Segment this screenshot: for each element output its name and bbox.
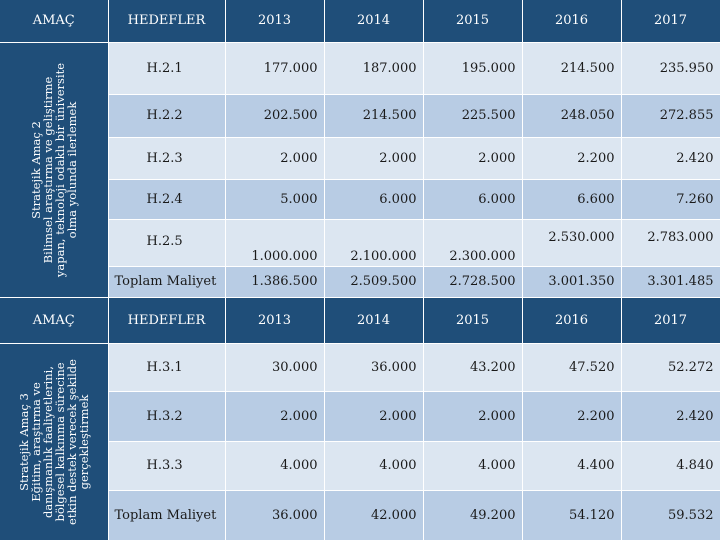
cost-cell: 6.000 — [324, 179, 424, 220]
cost-cell: 4.000 — [324, 441, 424, 491]
cost-cell: 235.950 — [621, 42, 720, 95]
strategic-goal-2-text: Stratejik Amaç 2 Bilimsel araştırma ve g… — [28, 62, 79, 277]
cost-cell: 52.272 — [621, 343, 720, 392]
table-row: Stratejik Amaç 2 Bilimsel araştırma ve g… — [0, 42, 720, 298]
year-header: 2013 — [225, 297, 325, 344]
goal-code: H.2.3 — [108, 137, 226, 180]
cost-cell: 177.000 — [225, 42, 325, 95]
goal-code: H.3.2 — [108, 391, 226, 442]
hedefler-header-2: HEDEFLER — [108, 297, 226, 344]
table-row: H.3.2 2.000 2.000 2.000 2.200 2.420 — [0, 391, 720, 442]
goal-code: H.3.3 — [108, 441, 226, 491]
cost-cell: 6.600 — [522, 179, 622, 220]
cost-cell: 187.000 — [324, 42, 424, 95]
total-cost-cell: 49.200 — [423, 490, 523, 541]
table-row: Stratejik Amaç 3 Eğitim, araştırma ve da… — [0, 343, 720, 541]
cost-cell: 214.500 — [522, 42, 622, 95]
cost-cell: 2.100.000 — [324, 219, 424, 267]
hedefler-header-1: HEDEFLER — [108, 0, 226, 43]
goal-code: H.2.5 — [108, 219, 226, 267]
cost-cell: 1.000.000 — [225, 219, 325, 267]
cost-cell: 195.000 — [423, 42, 523, 95]
total-cost-cell: 36.000 — [225, 490, 325, 541]
cost-cell: 202.500 — [225, 94, 325, 138]
year-header: 2016 — [522, 0, 622, 43]
cost-cell: 2.420 — [621, 391, 720, 442]
total-cost-cell: 54.120 — [522, 490, 622, 541]
strategic-goal-3-text: Stratejik Amaç 3 Eğitim, araştırma ve da… — [16, 358, 91, 525]
total-cost-cell: 59.532 — [621, 490, 720, 541]
goal-code: H.3.1 — [108, 343, 226, 392]
table-row: H.2.4 5.000 6.000 6.000 6.600 7.260 — [0, 179, 720, 220]
year-header: 2015 — [423, 0, 523, 43]
goal-code: H.2.2 — [108, 94, 226, 138]
total-cost-label: Toplam Maliyet — [108, 490, 226, 541]
section-2-header-row: AMAÇ HEDEFLER 2013 2014 2015 2016 2017 — [0, 297, 720, 344]
cost-cell: 43.200 — [423, 343, 523, 392]
cost-cell: 7.260 — [621, 179, 720, 220]
year-header: 2015 — [423, 297, 523, 344]
cost-cell: 2.000 — [324, 391, 424, 442]
cost-cell: 2.420 — [621, 137, 720, 180]
cost-cell: 4.000 — [423, 441, 523, 491]
cost-cell: 6.000 — [423, 179, 523, 220]
year-header: 2013 — [225, 0, 325, 43]
total-row: Toplam Maliyet 1.386.500 2.509.500 2.728… — [0, 266, 720, 298]
amac-header-1: AMAÇ — [0, 0, 109, 43]
total-cost-cell: 1.386.500 — [225, 266, 325, 298]
table-row: H.3.3 4.000 4.000 4.000 4.400 4.840 — [0, 441, 720, 491]
cost-cell: 30.000 — [225, 343, 325, 392]
table-row: H.2.3 2.000 2.000 2.000 2.200 2.420 — [0, 137, 720, 180]
cost-cell: 2.000 — [225, 137, 325, 180]
total-row: Toplam Maliyet 36.000 42.000 49.200 54.1… — [0, 490, 720, 541]
total-cost-cell: 3.301.485 — [621, 266, 720, 298]
cost-cell: 272.855 — [621, 94, 720, 138]
section-1-header-row: AMAÇ HEDEFLER 2013 2014 2015 2016 2017 — [0, 0, 720, 43]
cost-cell: 2.300.000 — [423, 219, 523, 267]
year-header: 2017 — [621, 297, 720, 344]
cost-cell: 2.000 — [423, 391, 523, 442]
year-header: 2017 — [621, 0, 720, 43]
year-header: 2016 — [522, 297, 622, 344]
cost-cell: 2.000 — [423, 137, 523, 180]
cost-cell: 2.783.000 — [621, 219, 720, 267]
goal-code: H.2.4 — [108, 179, 226, 220]
cost-cell: 248.050 — [522, 94, 622, 138]
strategic-goal-2-label: Stratejik Amaç 2 Bilimsel araştırma ve g… — [0, 42, 109, 298]
cost-cell: 4.400 — [522, 441, 622, 491]
cost-cell: 214.500 — [324, 94, 424, 138]
cost-cell: 36.000 — [324, 343, 424, 392]
year-header: 2014 — [324, 0, 424, 43]
cost-cell: 2.200 — [522, 391, 622, 442]
table-row: H.2.2 202.500 214.500 225.500 248.050 27… — [0, 94, 720, 138]
cost-cell: 4.000 — [225, 441, 325, 491]
amac-header-2: AMAÇ — [0, 297, 109, 344]
cost-cell: 2.200 — [522, 137, 622, 180]
total-cost-cell: 2.728.500 — [423, 266, 523, 298]
cost-cell: 5.000 — [225, 179, 325, 220]
total-cost-cell: 2.509.500 — [324, 266, 424, 298]
cost-cell: 47.520 — [522, 343, 622, 392]
cost-cell: 225.500 — [423, 94, 523, 138]
cost-cell: 2.000 — [324, 137, 424, 180]
total-cost-cell: 3.001.350 — [522, 266, 622, 298]
cost-cell: 4.840 — [621, 441, 720, 491]
cost-cell: 2.000 — [225, 391, 325, 442]
goal-code: H.2.1 — [108, 42, 226, 95]
total-cost-cell: 42.000 — [324, 490, 424, 541]
year-header: 2014 — [324, 297, 424, 344]
table-row: H.2.5 1.000.000 2.100.000 2.300.000 2.53… — [0, 219, 720, 267]
cost-cell: 2.530.000 — [522, 219, 622, 267]
strategic-goal-3-label: Stratejik Amaç 3 Eğitim, araştırma ve da… — [0, 343, 109, 541]
total-cost-label: Toplam Maliyet — [108, 266, 226, 298]
